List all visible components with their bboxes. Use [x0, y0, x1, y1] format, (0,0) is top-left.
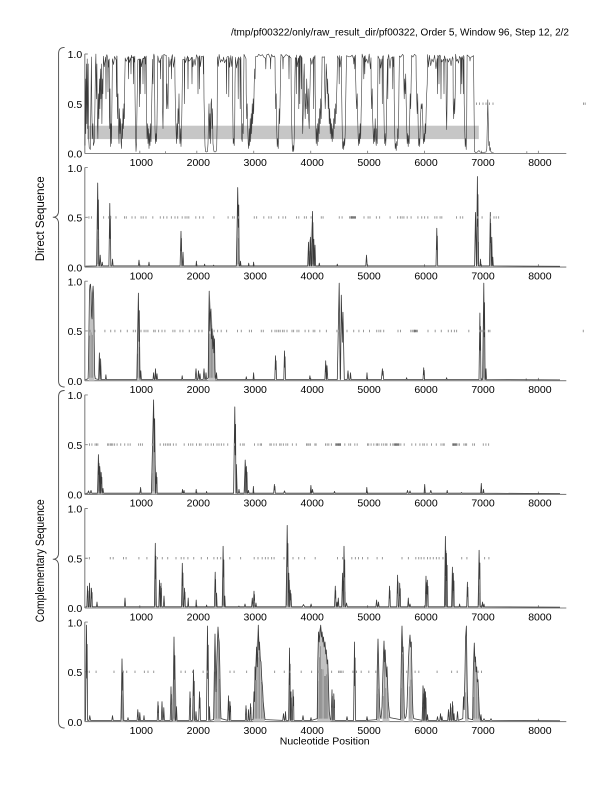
svg-text:0.0: 0.0	[68, 490, 83, 502]
svg-text:8000: 8000	[528, 270, 552, 282]
svg-text:0.5: 0.5	[68, 326, 83, 338]
svg-text:7000: 7000	[471, 611, 495, 623]
svg-text:1000: 1000	[130, 157, 154, 169]
svg-text:2000: 2000	[187, 498, 211, 510]
svg-text:1.0: 1.0	[68, 49, 83, 61]
svg-text:5000: 5000	[357, 611, 381, 623]
svg-text:Nucleotide Position: Nucleotide Position	[280, 736, 370, 748]
svg-text:1.0: 1.0	[68, 276, 83, 288]
svg-text:1.0: 1.0	[68, 504, 83, 516]
svg-text:1000: 1000	[130, 498, 154, 510]
svg-text:8000: 8000	[528, 611, 552, 623]
svg-text:3000: 3000	[244, 270, 268, 282]
svg-text:2000: 2000	[187, 270, 211, 282]
svg-text:6000: 6000	[414, 270, 438, 282]
svg-text:5000: 5000	[357, 270, 381, 282]
svg-text:0.0: 0.0	[68, 262, 83, 274]
svg-text:0.0: 0.0	[68, 603, 83, 615]
svg-text:2000: 2000	[187, 157, 211, 169]
svg-text:7000: 7000	[471, 157, 495, 169]
svg-text:3000: 3000	[244, 498, 268, 510]
svg-text:7000: 7000	[471, 725, 495, 737]
svg-text:1.0: 1.0	[68, 390, 83, 402]
svg-text:1.0: 1.0	[68, 163, 83, 175]
svg-text:6000: 6000	[414, 157, 438, 169]
svg-text:4000: 4000	[301, 725, 325, 737]
svg-text:6000: 6000	[414, 498, 438, 510]
svg-text:6000: 6000	[414, 611, 438, 623]
svg-text:7000: 7000	[471, 270, 495, 282]
svg-text:Direct Sequence: Direct Sequence	[35, 176, 47, 261]
svg-text:4000: 4000	[301, 384, 325, 396]
svg-text:2000: 2000	[187, 611, 211, 623]
svg-text:8000: 8000	[528, 725, 552, 737]
svg-text:0.0: 0.0	[68, 717, 83, 729]
svg-text:5000: 5000	[357, 725, 381, 737]
svg-text:0.5: 0.5	[68, 440, 83, 452]
svg-text:0.5: 0.5	[68, 667, 83, 679]
svg-text:0.0: 0.0	[68, 376, 83, 388]
svg-text:6000: 6000	[414, 384, 438, 396]
svg-text:6000: 6000	[414, 725, 438, 737]
svg-text:8000: 8000	[528, 157, 552, 169]
svg-text:2000: 2000	[187, 725, 211, 737]
svg-text:3000: 3000	[244, 611, 268, 623]
svg-text:1000: 1000	[130, 611, 154, 623]
svg-text:7000: 7000	[471, 384, 495, 396]
svg-text:1000: 1000	[130, 270, 154, 282]
svg-text:1.0: 1.0	[68, 617, 83, 629]
svg-text:4000: 4000	[301, 270, 325, 282]
svg-text:3000: 3000	[244, 157, 268, 169]
svg-text:4000: 4000	[301, 157, 325, 169]
svg-text:0.5: 0.5	[68, 213, 83, 225]
svg-text:/tmp/pf00322/only/raw_result_d: /tmp/pf00322/only/raw_result_dir/pf00322…	[231, 28, 569, 39]
svg-text:8000: 8000	[528, 384, 552, 396]
svg-text:4000: 4000	[301, 498, 325, 510]
svg-text:0.0: 0.0	[68, 149, 83, 161]
svg-text:1000: 1000	[130, 384, 154, 396]
svg-text:4000: 4000	[301, 611, 325, 623]
svg-text:5000: 5000	[357, 157, 381, 169]
svg-text:3000: 3000	[244, 384, 268, 396]
svg-text:5000: 5000	[357, 498, 381, 510]
svg-text:1000: 1000	[130, 725, 154, 737]
svg-text:2000: 2000	[187, 384, 211, 396]
svg-text:0.5: 0.5	[68, 99, 83, 111]
svg-text:0.5: 0.5	[68, 554, 83, 566]
svg-text:3000: 3000	[244, 725, 268, 737]
svg-text:7000: 7000	[471, 498, 495, 510]
svg-text:8000: 8000	[528, 498, 552, 510]
svg-text:5000: 5000	[357, 384, 381, 396]
svg-text:Complementary Sequence: Complementary Sequence	[35, 499, 47, 622]
